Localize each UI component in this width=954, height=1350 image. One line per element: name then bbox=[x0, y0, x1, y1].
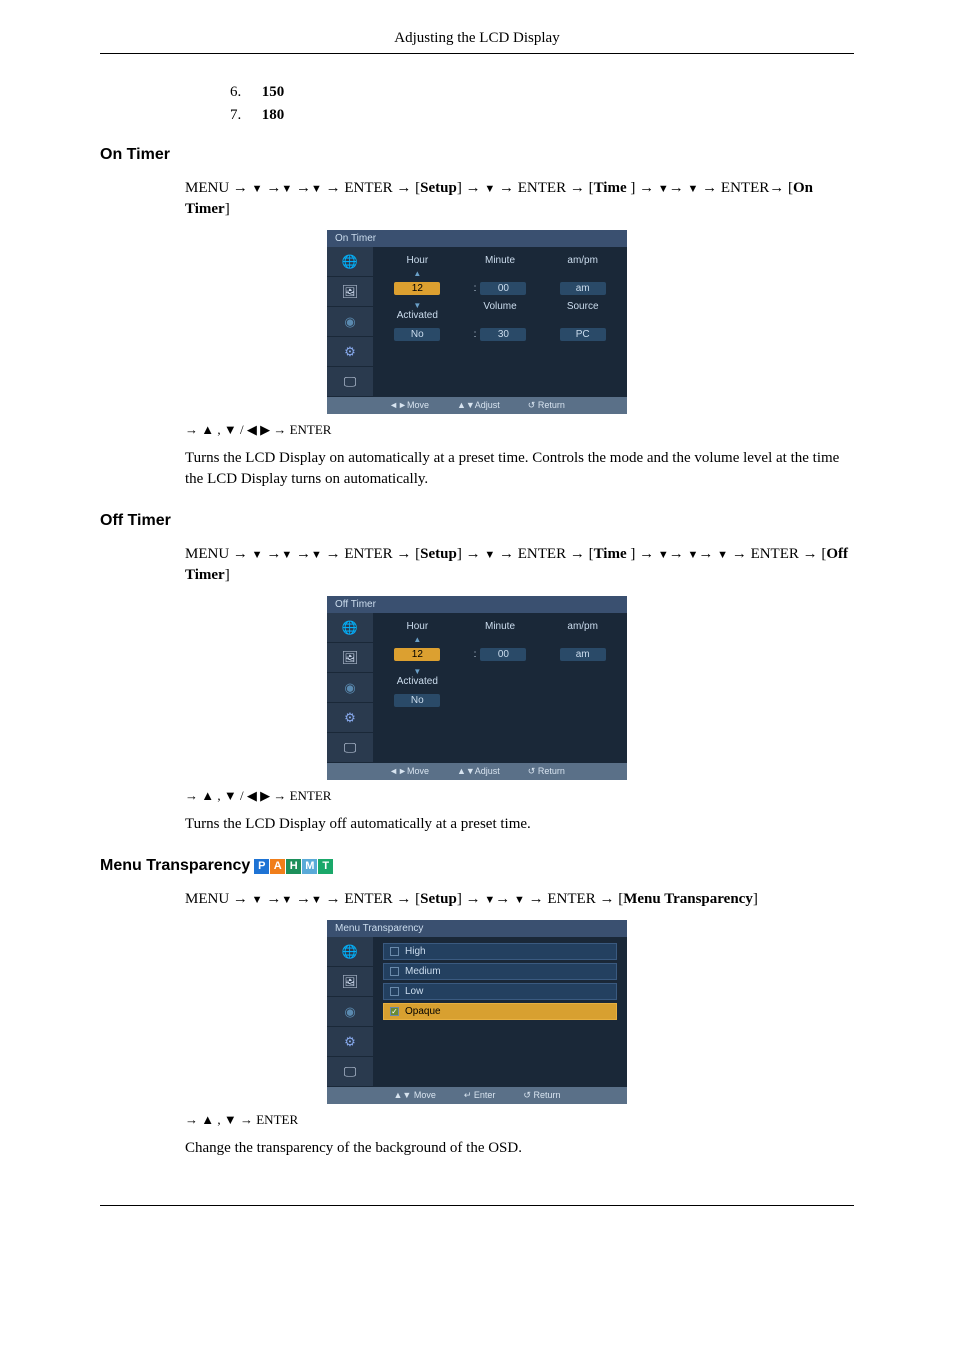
osd-footer-return: ↺ Return bbox=[523, 1090, 560, 1101]
up-arrow-icon: ▲ bbox=[383, 269, 452, 278]
footer-rule bbox=[100, 1205, 854, 1206]
up-arrow-icon: ▲ bbox=[383, 635, 452, 644]
osd-label-hour: Hour bbox=[383, 255, 452, 266]
osd-title: Off Timer bbox=[327, 596, 627, 613]
page-header: Adjusting the LCD Display bbox=[100, 30, 854, 54]
checkbox-icon bbox=[390, 987, 399, 996]
description-menu-transparency: Change the transparency of the backgroun… bbox=[185, 1138, 854, 1159]
osd-title: On Timer bbox=[327, 230, 627, 247]
osd-footer-return: ↺ Return bbox=[528, 766, 565, 777]
list-item: 6. 150 bbox=[230, 84, 854, 101]
transparency-option-medium[interactable]: Medium bbox=[383, 963, 617, 980]
osd-label-activated: Activated bbox=[383, 310, 452, 321]
osd-label-volume: Volume bbox=[466, 301, 535, 312]
osd-label-activated: Activated bbox=[383, 676, 452, 687]
input-tag-p: P bbox=[254, 859, 269, 874]
osd-footer-move: ◄►Move bbox=[389, 766, 429, 777]
osd-minute-value[interactable]: 00 bbox=[480, 648, 526, 661]
osd-minute-value[interactable]: 00 bbox=[480, 282, 526, 295]
tv-icon: 🖵 bbox=[327, 367, 373, 397]
section-title-text: Menu Transparency bbox=[100, 857, 250, 875]
circle-icon: ◉ bbox=[327, 673, 373, 703]
osd-activated-value[interactable]: No bbox=[394, 694, 440, 707]
osd-source-value[interactable]: PC bbox=[560, 328, 606, 341]
transparency-option-low[interactable]: Low bbox=[383, 983, 617, 1000]
description-off-timer: Turns the LCD Display off automatically … bbox=[185, 814, 854, 835]
gear-icon: ⚙ bbox=[327, 337, 373, 367]
down-arrow-icon: ▼ bbox=[383, 301, 452, 310]
checkbox-icon bbox=[390, 967, 399, 976]
osd-label-minute: Minute bbox=[466, 621, 535, 632]
osd-footer: ◄►Move ▲▼Adjust ↺ Return bbox=[327, 397, 627, 414]
osd-footer: ▲▼ Move ↵ Enter ↺ Return bbox=[327, 1087, 627, 1104]
osd-ampm-value[interactable]: am bbox=[560, 282, 606, 295]
osd-footer-return: ↺ Return bbox=[528, 400, 565, 411]
osd-off-timer: Off Timer 🌐 🖼 ◉ ⚙ 🖵 Hour ▲ Minute am/pm 1… bbox=[100, 596, 854, 780]
osd-footer-adjust: ▲▼Adjust bbox=[457, 766, 500, 777]
list-value: 150 bbox=[262, 84, 285, 100]
osd-label-source: Source bbox=[548, 301, 617, 312]
osd-label-ampm: am/pm bbox=[548, 255, 617, 266]
transparency-option-high[interactable]: High bbox=[383, 943, 617, 960]
checkbox-icon bbox=[390, 947, 399, 956]
globe-icon: 🌐 bbox=[327, 613, 373, 643]
tv-icon: 🖵 bbox=[327, 1057, 373, 1087]
transparency-option-opaque[interactable]: ✓Opaque bbox=[383, 1003, 617, 1020]
tv-icon: 🖵 bbox=[327, 733, 373, 763]
nav-path-on-timer: MENU → ▼ →▼ →▼ → ENTER → [Setup] → ▼ → E… bbox=[185, 178, 854, 220]
circle-icon: ◉ bbox=[327, 307, 373, 337]
picture-icon: 🖼 bbox=[327, 967, 373, 997]
list-number: 7. bbox=[230, 107, 258, 124]
osd-on-timer: On Timer 🌐 🖼 ◉ ⚙ 🖵 Hour ▲ Minute am/pm 12… bbox=[100, 230, 854, 414]
nav-controls-menu-transparency: → ▲ , ▼ → ENTER bbox=[185, 1112, 854, 1128]
numbered-list: 6. 150 7. 180 bbox=[100, 84, 854, 124]
down-arrow-icon: ▼ bbox=[383, 667, 452, 676]
osd-label-minute: Minute bbox=[466, 255, 535, 266]
input-tag-t: T bbox=[318, 859, 333, 874]
input-tag-m: M bbox=[302, 859, 317, 874]
section-title-text: On Timer bbox=[100, 146, 170, 164]
osd-icon-column: 🌐 🖼 ◉ ⚙ 🖵 bbox=[327, 247, 373, 397]
section-title-text: Off Timer bbox=[100, 512, 171, 530]
osd-ampm-value[interactable]: am bbox=[560, 648, 606, 661]
osd-footer-enter: ↵ Enter bbox=[464, 1090, 496, 1101]
osd-icon-column: 🌐 🖼 ◉ ⚙ 🖵 bbox=[327, 937, 373, 1087]
section-title-on-timer: On Timer bbox=[100, 146, 854, 164]
circle-icon: ◉ bbox=[327, 997, 373, 1027]
osd-footer: ◄►Move ▲▼Adjust ↺ Return bbox=[327, 763, 627, 780]
osd-label-ampm: am/pm bbox=[548, 621, 617, 632]
gear-icon: ⚙ bbox=[327, 1027, 373, 1057]
globe-icon: 🌐 bbox=[327, 247, 373, 277]
picture-icon: 🖼 bbox=[327, 643, 373, 673]
osd-hour-value[interactable]: 12 bbox=[394, 282, 440, 295]
osd-footer-adjust: ▲▼Adjust bbox=[457, 400, 500, 411]
globe-icon: 🌐 bbox=[327, 937, 373, 967]
description-on-timer: Turns the LCD Display on automatically a… bbox=[185, 448, 854, 490]
list-value: 180 bbox=[262, 107, 285, 123]
osd-activated-value[interactable]: No bbox=[394, 328, 440, 341]
nav-path-menu-transparency: MENU → ▼ →▼ →▼ → ENTER → [Setup] → ▼→ ▼ … bbox=[185, 889, 854, 910]
gear-icon: ⚙ bbox=[327, 703, 373, 733]
picture-icon: 🖼 bbox=[327, 277, 373, 307]
nav-controls-on-timer: → ▲ , ▼ / ◀ ▶ → ENTER bbox=[185, 422, 854, 438]
input-tag-h: H bbox=[286, 859, 301, 874]
list-item: 7. 180 bbox=[230, 107, 854, 124]
osd-title: Menu Transparency bbox=[327, 920, 627, 937]
osd-footer-move: ▲▼ Move bbox=[394, 1090, 436, 1101]
osd-menu-transparency: Menu Transparency 🌐 🖼 ◉ ⚙ 🖵 High Medium … bbox=[100, 920, 854, 1104]
osd-volume-value[interactable]: 30 bbox=[480, 328, 526, 341]
osd-hour-value[interactable]: 12 bbox=[394, 648, 440, 661]
list-number: 6. bbox=[230, 84, 258, 101]
section-title-menu-transparency: Menu Transparency P A H M T bbox=[100, 857, 854, 875]
nav-controls-off-timer: → ▲ , ▼ / ◀ ▶ → ENTER bbox=[185, 788, 854, 804]
osd-label-hour: Hour bbox=[383, 621, 452, 632]
osd-icon-column: 🌐 🖼 ◉ ⚙ 🖵 bbox=[327, 613, 373, 763]
nav-path-off-timer: MENU → ▼ →▼ →▼ → ENTER → [Setup] → ▼ → E… bbox=[185, 544, 854, 586]
input-tag-a: A bbox=[270, 859, 285, 874]
osd-footer-move: ◄►Move bbox=[389, 400, 429, 411]
section-title-off-timer: Off Timer bbox=[100, 512, 854, 530]
checkbox-icon: ✓ bbox=[390, 1007, 399, 1016]
